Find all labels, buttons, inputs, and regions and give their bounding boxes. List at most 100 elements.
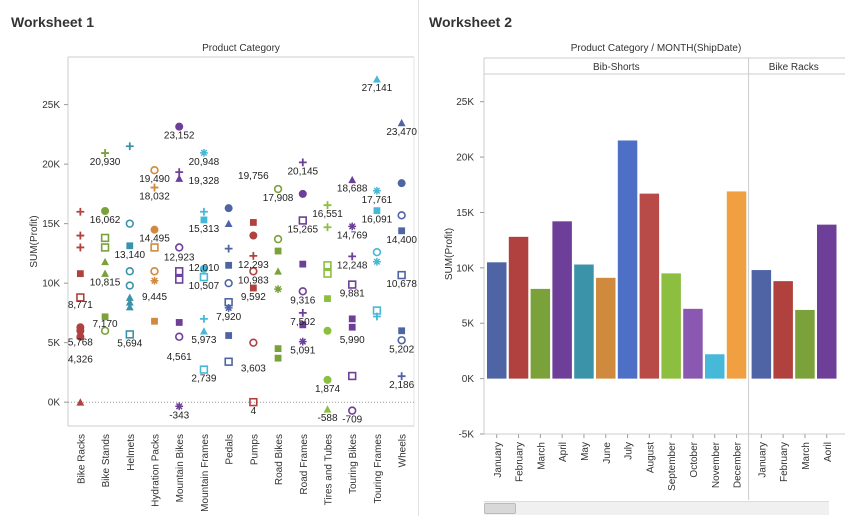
data-point [397, 118, 406, 127]
data-point [323, 223, 332, 232]
data-label: 14,769 [337, 230, 368, 241]
bar [751, 270, 772, 379]
x-category-label: Bike Racks [76, 434, 87, 484]
data-label: 5,694 [117, 338, 142, 349]
data-label: 4,326 [68, 355, 93, 366]
data-point [397, 336, 406, 345]
bar [596, 277, 616, 379]
x-category-label: August [645, 442, 656, 473]
data-point [299, 321, 307, 329]
bar [639, 193, 660, 379]
data-point [323, 405, 332, 413]
data-point [224, 304, 233, 312]
data-point [298, 337, 307, 346]
data-label: 7,920 [216, 312, 241, 323]
y-tick-label: -5K [458, 430, 474, 441]
x-category-label: Road Bikes [274, 434, 285, 485]
x-category-label: Bike Stands [101, 434, 112, 487]
data-point [373, 207, 381, 215]
data-label: 19,328 [189, 176, 220, 187]
data-label: 9,445 [142, 292, 167, 303]
data-point [274, 267, 282, 275]
data-label: 12,293 [238, 260, 269, 271]
x-category-label: September [667, 441, 678, 491]
x-category-label: February [515, 442, 526, 482]
data-point [200, 327, 208, 335]
data-point [100, 233, 110, 243]
data-point [348, 323, 356, 331]
data-point [274, 354, 282, 362]
y-tick-label: 5K [462, 319, 475, 330]
x-category-label: October [689, 441, 700, 477]
data-label: 12,923 [164, 252, 195, 263]
data-label: 5,973 [191, 335, 216, 346]
data-label: 12,248 [337, 260, 368, 271]
data-point [175, 267, 184, 276]
data-point [175, 332, 184, 341]
data-label: 5,202 [389, 344, 414, 355]
y-axis-title: SUM(Profit) [444, 228, 455, 280]
data-point [324, 295, 331, 303]
data-point [397, 211, 406, 220]
bar [574, 264, 594, 379]
data-point [76, 398, 85, 406]
data-point [175, 319, 183, 326]
data-point [200, 216, 208, 224]
x-category-label: Helmets [126, 434, 137, 471]
data-point [125, 330, 134, 339]
data-point [348, 315, 356, 323]
data-label: 10,815 [90, 277, 121, 288]
y-tick-label: 15K [456, 208, 474, 219]
data-point [274, 285, 282, 294]
data-label: 23,152 [164, 131, 195, 142]
bar-chart-worksheet-2[interactable]: Product Category / MONTH(ShipDate) -5K 0K 5… [419, 36, 845, 500]
data-point [249, 231, 258, 240]
data-point [373, 186, 381, 195]
data-label: 10,983 [238, 275, 269, 286]
data-label: 18,688 [337, 184, 368, 195]
data-label: 19,490 [139, 174, 170, 185]
data-label: 7,502 [290, 317, 315, 328]
x-category-label: Mountain Frames [200, 434, 211, 512]
data-label: 19,756 [238, 171, 269, 182]
horizontal-scrollbar[interactable] [484, 501, 829, 515]
data-label: 13,140 [114, 250, 145, 261]
x-category-label: Tires and Tubes [324, 434, 335, 505]
data-point [224, 357, 233, 366]
x-category-label: Mountain Bikes [175, 434, 186, 502]
bar [726, 191, 747, 379]
data-point [398, 227, 406, 235]
bar [795, 309, 815, 379]
data-label: -588 [317, 413, 337, 424]
scatter-chart-worksheet-1[interactable]: Product Category 0K 5K 10K 15K 20K 25K SUM(Prof… [0, 36, 418, 514]
y-tick-label: 0K [462, 374, 475, 385]
data-point [298, 158, 307, 167]
x-category-label: January [493, 442, 504, 478]
data-point [224, 278, 233, 288]
data-point [150, 183, 159, 192]
data-label: 2,739 [191, 374, 216, 385]
data-point [125, 281, 134, 290]
group-header-label: Bike Racks [769, 62, 819, 73]
data-point [125, 142, 134, 151]
data-label: 1,874 [315, 384, 340, 395]
data-label: 16,551 [312, 209, 343, 220]
data-point [372, 248, 382, 257]
data-point [298, 287, 307, 296]
data-label: 10,678 [386, 279, 417, 290]
data-point [373, 312, 381, 321]
y-tick-label: 5K [48, 338, 61, 349]
bar [773, 281, 793, 379]
data-label: 12,010 [189, 263, 220, 274]
scrollbar-thumb[interactable] [484, 503, 516, 514]
bar [817, 224, 837, 379]
data-point [101, 257, 109, 266]
data-point [348, 222, 357, 231]
data-point [348, 280, 357, 289]
data-point [76, 332, 85, 341]
y-tick-label: 25K [456, 97, 474, 108]
data-point [150, 165, 159, 175]
data-label: 20,948 [189, 157, 220, 168]
data-label: 18,032 [139, 192, 170, 203]
x-category-label: May [580, 442, 591, 461]
